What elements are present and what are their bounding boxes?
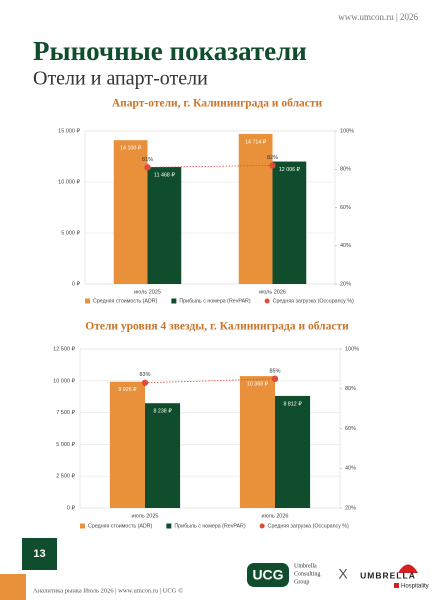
legend-label: Средняя загрузка (Occupancy %) — [273, 298, 354, 304]
umbrella-logo: UMBRELLA — [360, 570, 416, 580]
hospitality: Hospitality — [401, 584, 429, 590]
data-label: 85% — [269, 368, 280, 374]
y-tick-label: 12 500 ₽ — [53, 345, 75, 352]
data-label: 83% — [139, 372, 150, 378]
y2-tick-label: 80% — [340, 167, 351, 173]
hospitality-flag — [394, 583, 399, 588]
legend-label: Средняя стоимость (ADR) — [88, 523, 153, 529]
page-number-box — [22, 538, 57, 570]
legend-swatch — [171, 298, 177, 304]
x-tick-label: июль 2025 — [134, 289, 161, 295]
y-tick-label: 5 000 ₽ — [61, 229, 80, 236]
y2-tick-label: 60% — [345, 426, 356, 432]
chart-title: Апарт-отели, г. Калининграда и области — [112, 98, 323, 110]
data-label: 14 100 ₽ — [120, 146, 142, 152]
header: www.umcon.ru | 2026 — [338, 12, 418, 22]
data-label: 14 714 ₽ — [245, 139, 267, 145]
page-title: Рыночные показатели — [33, 36, 307, 66]
x-tick-label: июль 2025 — [132, 513, 159, 519]
y-tick-label: 10 000 ₽ — [58, 178, 80, 185]
y-tick-label: 0 ₽ — [72, 280, 81, 287]
ucg-name: Umbrella — [294, 563, 317, 569]
legend-label: Средняя стоимость (ADR) — [93, 298, 158, 304]
data-label: 8 812 ₽ — [283, 401, 302, 407]
bar — [238, 133, 273, 284]
y-tick-label: 5 000 ₽ — [56, 441, 75, 448]
umbrella-icon — [398, 564, 418, 573]
corner-accent — [0, 574, 26, 600]
y2-tick-label: 20% — [340, 281, 351, 287]
y2-tick-label: 60% — [340, 205, 351, 211]
page-number: 13 — [33, 548, 45, 560]
y-tick-label: 2 500 ₽ — [56, 473, 75, 480]
y2-tick-label: 40% — [340, 243, 351, 249]
data-label: 11 468 ₽ — [154, 172, 175, 178]
data-label: 9 926 ₽ — [118, 387, 137, 393]
legend-swatch — [264, 298, 270, 304]
bar — [239, 376, 275, 508]
legend-swatch — [85, 298, 90, 304]
y2-tick-label: 20% — [345, 505, 356, 511]
page-subtitle: Отели и апарт-отели — [33, 68, 208, 90]
legend-label: Прибыль с номера (RevPAR) — [179, 298, 250, 304]
occupancy-point — [144, 164, 151, 171]
data-label: 81% — [142, 157, 153, 163]
occupancy-point — [141, 379, 149, 386]
logo-separator: X — [338, 566, 348, 582]
data-label: 82% — [267, 155, 278, 161]
data-label: 12 006 ₽ — [279, 167, 301, 173]
legend-swatch — [80, 523, 85, 529]
occupancy-point — [271, 375, 279, 383]
bar — [272, 161, 307, 284]
x-tick-label: июль 2026 — [262, 513, 289, 519]
bar — [113, 140, 148, 284]
legend-swatch — [166, 523, 172, 529]
x-tick-label: июль 2026 — [259, 289, 286, 295]
legend-label: Прибыль с номера (RevPAR) — [174, 523, 245, 529]
bar — [109, 381, 145, 508]
footer: Аналитика рынка Июль 2026 | www.umcon.ru… — [33, 587, 183, 594]
y2-tick-label: 100% — [345, 346, 359, 352]
data-label: 10 368 ₽ — [247, 382, 269, 388]
y-tick-label: 15 000 ₽ — [58, 127, 80, 134]
occupancy-point — [269, 162, 276, 169]
ucg-name: Group — [294, 579, 309, 585]
chart-title: Отели уровня 4 звезды, г. Калининграда и… — [85, 321, 349, 333]
y-tick-label: 0 ₽ — [67, 504, 76, 511]
y2-tick-label: 100% — [340, 128, 354, 134]
legend-swatch — [259, 523, 265, 529]
ucg-logo-box — [247, 563, 289, 587]
bar — [147, 167, 182, 284]
ucg-logo: UCG — [252, 567, 283, 583]
y2-tick-label: 80% — [345, 386, 356, 392]
data-label: 8 238 ₽ — [153, 409, 172, 415]
bar — [275, 395, 311, 508]
ucg-name: Consulting — [294, 571, 320, 577]
occupancy-line — [144, 378, 276, 384]
y2-tick-label: 40% — [345, 466, 356, 472]
y-tick-label: 10 000 ₽ — [53, 377, 75, 384]
y-tick-label: 7 500 ₽ — [56, 409, 75, 416]
legend-label: Средняя загрузка (Occupancy %) — [268, 523, 349, 529]
bar — [145, 403, 181, 508]
